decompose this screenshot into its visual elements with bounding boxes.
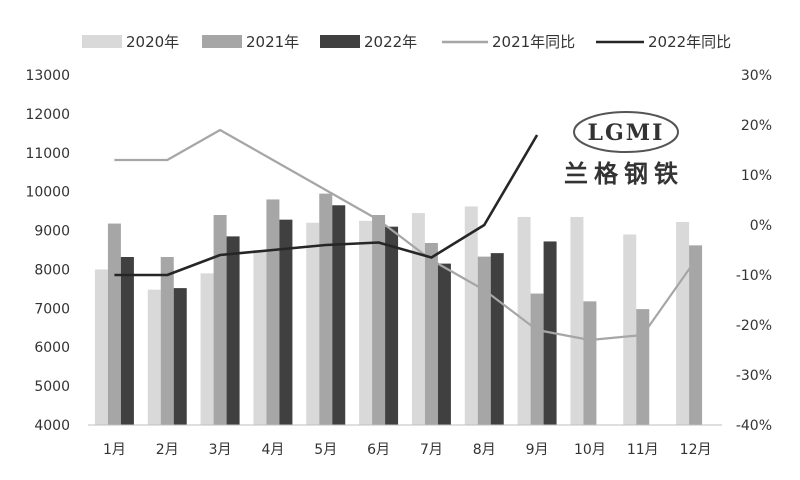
- bars: [94, 193, 703, 425]
- bar: [359, 220, 373, 425]
- bar: [636, 309, 650, 425]
- bar: [477, 256, 491, 425]
- x-tick-label: 12月: [680, 442, 712, 458]
- watermark-logo: LGMI 兰格钢铁: [564, 111, 684, 188]
- bar: [372, 215, 386, 425]
- logo-latin-text: LGMI: [588, 120, 665, 146]
- bar: [676, 222, 690, 425]
- right-y-axis: -40% -30% -20% -10% 0% 10% 20% 30%: [736, 68, 772, 434]
- legend-label: 2022年同比: [648, 33, 731, 51]
- bar: [160, 257, 174, 425]
- right-tick-label: 20%: [741, 118, 772, 134]
- legend-label: 2021年同比: [492, 33, 575, 51]
- bar: [570, 216, 584, 425]
- left-tick-label: 11000: [25, 146, 70, 162]
- x-tick-label: 4月: [261, 442, 284, 458]
- right-tick-label: -20%: [736, 318, 772, 334]
- bar: [253, 250, 267, 425]
- logo-ellipse: [573, 111, 679, 153]
- x-tick-label: 10月: [574, 442, 606, 458]
- legend-swatch: [82, 35, 122, 48]
- x-tick-label: 1月: [103, 442, 126, 458]
- left-tick-label: 12000: [25, 107, 70, 123]
- left-tick-label: 7000: [34, 301, 70, 317]
- bar: [490, 253, 504, 425]
- left-tick-label: 10000: [25, 185, 70, 201]
- right-tick-label: 0%: [750, 218, 772, 234]
- x-tick-label: 11月: [627, 442, 659, 458]
- left-tick-label: 4000: [34, 418, 70, 434]
- left-tick-label: 5000: [34, 379, 70, 395]
- bar: [411, 213, 425, 425]
- logo-chinese-text: 兰格钢铁: [564, 159, 684, 188]
- series-line: [114, 128, 697, 342]
- right-tick-label: -10%: [736, 268, 772, 284]
- x-tick-label: 6月: [367, 442, 390, 458]
- bar: [147, 289, 161, 425]
- legend-label: 2021年: [246, 33, 299, 51]
- x-tick-label: 9月: [526, 442, 549, 458]
- bar: [332, 205, 346, 425]
- x-tick-label: 5月: [314, 442, 337, 458]
- x-axis: 1月 2月 3月 4月 5月 6月 7月 8月 9月 10月 11月 12月: [88, 424, 722, 458]
- left-tick-label: 8000: [34, 262, 70, 278]
- bar: [437, 263, 451, 425]
- bar: [583, 301, 597, 425]
- lines: [114, 128, 697, 342]
- right-tick-label: -30%: [736, 368, 772, 384]
- bar: [464, 206, 478, 425]
- legend-swatch: [320, 35, 360, 48]
- bar: [689, 245, 703, 425]
- legend: 2020年 2021年 2022年 2021年同比 2022年同比: [82, 33, 731, 51]
- bar: [107, 223, 121, 425]
- right-tick-label: 10%: [741, 168, 772, 184]
- bar: [424, 243, 438, 425]
- right-tick-label: -40%: [736, 418, 772, 434]
- bar: [385, 226, 399, 425]
- legend-label: 2020年: [126, 33, 179, 51]
- bar: [266, 199, 280, 425]
- bar: [279, 219, 293, 425]
- x-tick-label: 7月: [420, 442, 443, 458]
- bar: [173, 288, 187, 425]
- bar: [120, 257, 134, 425]
- left-tick-label: 9000: [34, 224, 70, 240]
- legend-swatch: [202, 35, 242, 48]
- right-tick-label: 30%: [741, 68, 772, 84]
- bar: [213, 215, 227, 425]
- bar: [306, 222, 320, 425]
- bar: [200, 273, 214, 425]
- series-line: [114, 134, 539, 277]
- x-tick-label: 2月: [156, 442, 179, 458]
- bar: [623, 234, 637, 425]
- bar: [530, 293, 544, 425]
- legend-label: 2022年: [364, 33, 417, 51]
- bar: [319, 193, 333, 425]
- x-tick-label: 8月: [473, 442, 496, 458]
- left-y-axis: 4000 5000 6000 7000 8000 9000 10000 11000 12000 1…: [25, 68, 70, 434]
- left-tick-label: 6000: [34, 340, 70, 356]
- x-tick-label: 3月: [209, 442, 232, 458]
- left-tick-label: 13000: [25, 68, 70, 84]
- bar: [226, 236, 240, 425]
- bar: [94, 269, 108, 425]
